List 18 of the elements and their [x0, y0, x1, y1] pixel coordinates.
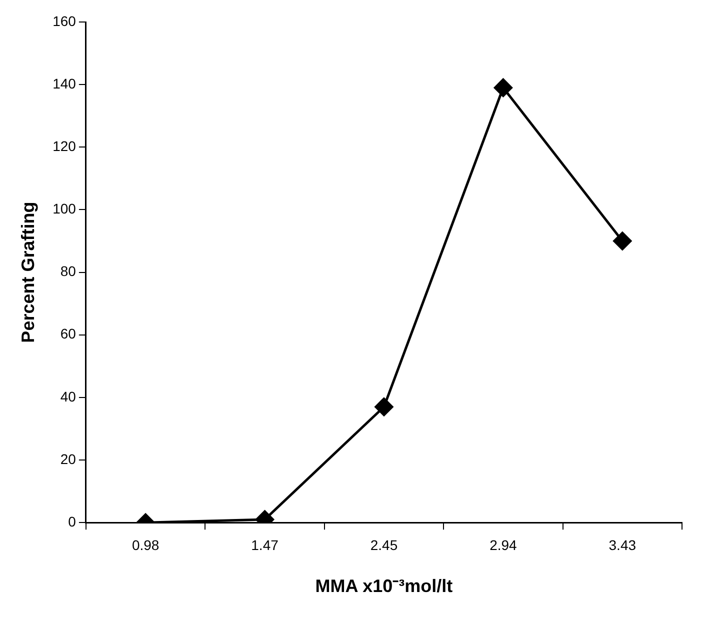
x-tick-label: 3.43: [608, 536, 636, 553]
y-axis-title: Percent Grafting: [18, 202, 38, 343]
y-tick-label: 100: [52, 200, 76, 217]
x-tick-label: 2.45: [370, 536, 398, 553]
x-tick-label: 1.47: [251, 536, 279, 553]
y-tick-label: 40: [60, 388, 76, 404]
y-tick-label: 80: [60, 263, 76, 280]
x-tick-label: 2.94: [490, 536, 518, 553]
y-tick-label: 20: [60, 450, 76, 467]
y-tick-label: 60: [60, 326, 76, 342]
y-tick-label: 140: [52, 75, 76, 92]
y-tick-label: 120: [52, 138, 76, 154]
x-tick-label: 0.98: [132, 536, 160, 553]
y-tick-label: 0: [68, 513, 76, 530]
point: [494, 78, 512, 97]
x-axis-title: MMA x10⁻³mol/lt: [315, 576, 453, 596]
y-tick-label: 160: [52, 12, 76, 29]
point: [613, 232, 632, 250]
